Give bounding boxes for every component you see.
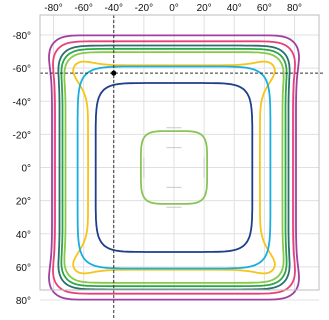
x-tick-label: 0° xyxy=(169,3,179,14)
contour-lines xyxy=(48,34,300,301)
x-tick-label: 40° xyxy=(227,3,242,14)
y-tick-label: 40° xyxy=(16,230,31,241)
contour-line-2 xyxy=(57,44,291,291)
crosshair xyxy=(40,15,325,318)
contour-line-8 xyxy=(140,130,208,205)
y-tick-label: 0° xyxy=(21,164,31,175)
contour-line-1 xyxy=(52,40,296,295)
x-tick-label: 80° xyxy=(287,3,302,14)
y-tick-label: 20° xyxy=(16,197,31,208)
x-tick-label: -60° xyxy=(74,3,92,14)
x-tick-label: -80° xyxy=(44,3,62,14)
x-tick-label: 20° xyxy=(197,3,212,14)
marker-point xyxy=(111,70,117,76)
plot-area xyxy=(40,15,319,290)
plot-frame xyxy=(39,14,320,291)
contour-line-3 xyxy=(60,47,288,288)
contour-line-4 xyxy=(63,51,285,284)
contour-line-0 xyxy=(48,34,300,301)
y-tick-label: -40° xyxy=(13,97,31,108)
y-tick-label: -60° xyxy=(13,64,31,75)
y-tick-labels: -80° -60° -40° -20° 0° 20° 40° 60° 80° xyxy=(13,31,31,307)
y-tick-label: -20° xyxy=(13,130,31,141)
x-tick-label: -20° xyxy=(135,3,153,14)
contour-line-5 xyxy=(72,60,276,275)
y-tick-label: 60° xyxy=(16,263,31,274)
contour-line-6 xyxy=(76,65,272,270)
x-tick-labels: -80° -60° -40° -20° 0° 20° 40° 60° 80° xyxy=(44,3,302,14)
y-tick-label: -80° xyxy=(13,31,31,42)
x-tick-label: 60° xyxy=(257,3,272,14)
y-tick-label: 80° xyxy=(16,296,31,307)
contour-line-7 xyxy=(94,82,254,253)
x-tick-label: -40° xyxy=(105,3,123,14)
